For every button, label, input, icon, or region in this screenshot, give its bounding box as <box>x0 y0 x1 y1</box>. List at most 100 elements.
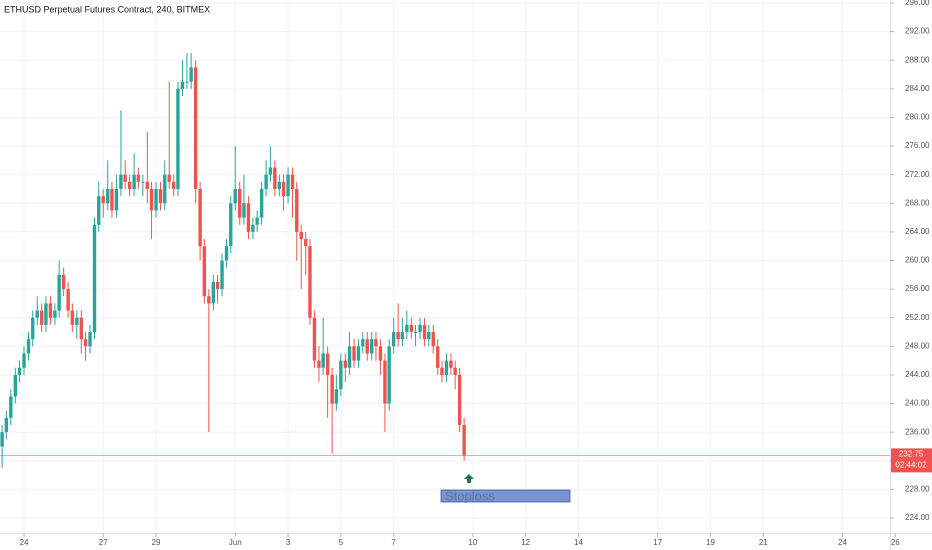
candle-body <box>220 260 224 290</box>
candle-body <box>79 317 84 340</box>
x-tick-label: 29 <box>152 538 161 547</box>
x-tick-label: 10 <box>468 538 477 547</box>
x-tick-label: 3 <box>286 538 291 547</box>
x-tick-label: 12 <box>521 538 530 547</box>
x-tick-label: Jun <box>229 538 242 547</box>
candle-body <box>391 332 396 347</box>
y-tick-label: 288.00 <box>905 55 930 64</box>
candle-body <box>66 289 70 311</box>
candle-body <box>264 174 268 189</box>
candle-body <box>299 231 303 240</box>
candle-body <box>286 174 290 197</box>
candle-body <box>370 339 374 354</box>
candle-body <box>211 281 216 304</box>
candle-body <box>83 339 88 347</box>
candle-body <box>325 353 330 375</box>
candle-body <box>167 174 171 182</box>
candle-body <box>101 196 105 204</box>
y-tick-label: 252.00 <box>905 313 930 322</box>
candle-body <box>317 360 321 368</box>
candle-body <box>233 188 237 204</box>
candle-body <box>48 303 53 318</box>
y-tick-label: 268.00 <box>905 198 930 207</box>
candle-body <box>172 181 176 189</box>
candle-body <box>409 324 414 333</box>
candle-body <box>92 224 97 333</box>
candle-body <box>207 296 211 304</box>
candle-body <box>405 324 409 333</box>
y-tick-label: 260.00 <box>905 256 930 265</box>
candle-body <box>17 367 22 375</box>
y-tick-label: 292.00 <box>905 27 930 36</box>
candle-body <box>215 281 220 290</box>
candle-body <box>462 424 466 456</box>
candle-body <box>149 188 154 211</box>
y-tick-label: 224.00 <box>905 513 930 522</box>
candle-body <box>321 353 325 368</box>
candle-body <box>378 346 383 361</box>
candle-body <box>290 174 295 189</box>
y-tick-label: 272.00 <box>905 170 930 179</box>
candle-body <box>229 203 233 247</box>
candle-body <box>127 181 132 189</box>
candle-body <box>53 310 57 318</box>
x-tick-label: 26 <box>891 538 900 547</box>
candle-body <box>44 303 48 325</box>
candle-body <box>70 310 75 325</box>
candle-body <box>387 346 391 404</box>
candle-body <box>347 346 352 368</box>
candle-body <box>202 246 207 297</box>
candle-body <box>4 417 9 433</box>
candle-body <box>158 188 163 204</box>
x-tick-label: 7 <box>391 538 396 547</box>
candle-body <box>304 239 308 247</box>
y-tick-label: 276.00 <box>905 141 930 150</box>
candle-body <box>145 181 150 189</box>
y-tick-label: 256.00 <box>905 284 930 293</box>
candle-body <box>114 188 119 211</box>
y-tick-label: 240.00 <box>905 399 930 408</box>
stoploss-box <box>440 489 571 503</box>
candle-body <box>238 188 242 218</box>
candle-body <box>352 346 356 361</box>
candle-body <box>136 174 141 182</box>
y-tick-label: 228.00 <box>905 484 930 493</box>
candle-body <box>356 346 361 361</box>
x-tick-label: 21 <box>759 538 768 547</box>
candle-body <box>365 339 369 354</box>
y-tick-label: 280.00 <box>905 113 930 122</box>
x-tick-label: 24 <box>20 538 29 547</box>
candle-body <box>339 360 343 390</box>
y-tick-label: 296.00 <box>905 0 930 7</box>
candle-body <box>330 374 334 404</box>
arrow-up <box>464 474 474 483</box>
candle-body <box>295 188 299 232</box>
candle-body <box>444 360 449 375</box>
x-tick-label: 17 <box>653 538 662 547</box>
candle-body <box>119 174 123 189</box>
candle-body <box>259 188 264 218</box>
candles <box>0 53 466 468</box>
x-tick-label: 24 <box>838 538 847 547</box>
candle-body <box>61 274 66 290</box>
price-marker: 232.75 02:44:02 <box>0 448 932 473</box>
candle-body <box>189 67 193 82</box>
last-price-box <box>891 448 932 473</box>
x-tick-label: 14 <box>574 538 583 547</box>
candle-body <box>449 360 453 368</box>
candle-body <box>35 310 39 318</box>
candle-body <box>163 174 167 204</box>
candle-body <box>431 332 435 347</box>
candle-body <box>141 181 145 183</box>
candle-body <box>308 246 312 318</box>
candle-body <box>281 181 286 197</box>
candle-body <box>88 332 92 347</box>
candle-body <box>97 196 101 225</box>
candle-body <box>13 374 18 397</box>
candle-body <box>224 246 229 261</box>
candle-body <box>154 188 158 211</box>
last-price-label: 232.75 <box>899 450 924 459</box>
candle-body <box>374 339 378 347</box>
